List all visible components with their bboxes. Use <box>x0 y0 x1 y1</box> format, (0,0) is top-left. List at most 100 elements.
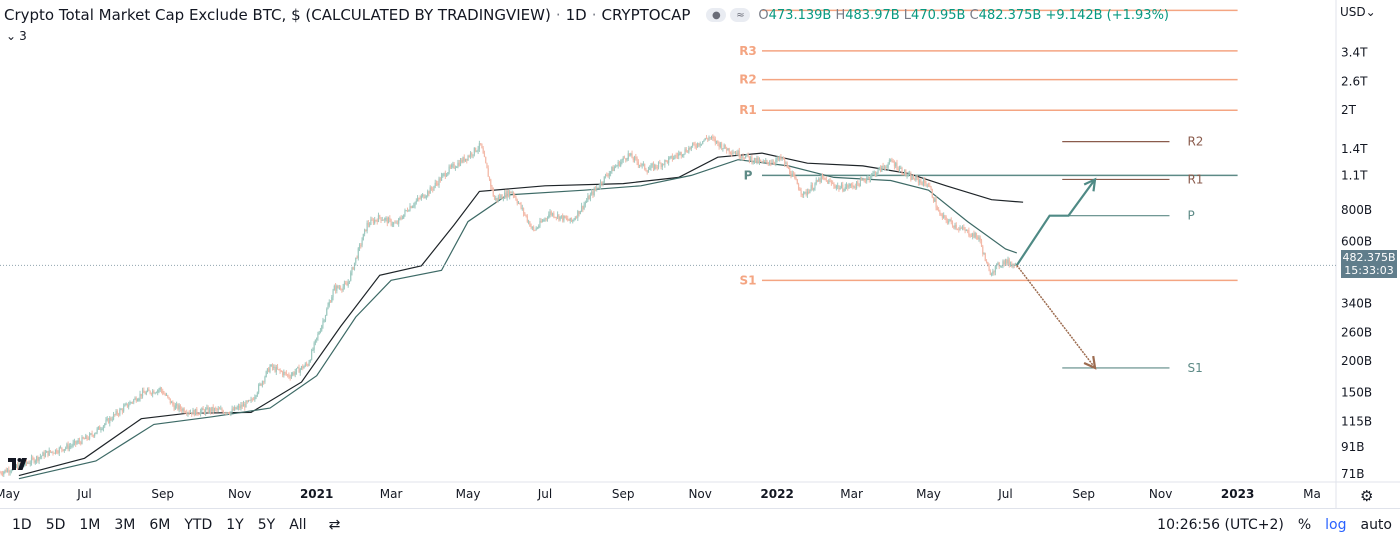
auto-toggle[interactable]: auto <box>1360 517 1392 533</box>
candle-body <box>1009 263 1012 265</box>
candle-body <box>525 214 527 217</box>
candle-body <box>336 285 338 291</box>
candle-body <box>29 462 31 464</box>
candle-body <box>411 206 414 208</box>
candle-body <box>813 188 815 190</box>
candle-body <box>172 401 174 405</box>
candle-body <box>897 169 899 171</box>
candle-body <box>584 202 586 205</box>
candle-body <box>462 157 464 163</box>
candle-body <box>276 366 279 370</box>
candle-body <box>153 390 155 394</box>
candle-body <box>520 203 522 209</box>
candle-body <box>389 218 391 220</box>
candle-body <box>814 183 816 189</box>
compare-icon[interactable]: ⇄ <box>328 517 341 533</box>
timeframe-6m[interactable]: 6M <box>149 517 171 533</box>
candle-body <box>197 413 199 415</box>
candle-body <box>130 402 132 404</box>
candle-body <box>117 414 120 415</box>
candle-body <box>695 146 697 148</box>
candle-body <box>549 211 551 215</box>
candle-body <box>830 181 832 184</box>
candle-body <box>603 176 605 183</box>
candle-body <box>162 390 164 394</box>
candle-body <box>559 216 561 220</box>
clock-time[interactable]: 10:26:56 (UTC+2) <box>1157 517 1284 533</box>
candle-body <box>463 157 465 162</box>
candle-body <box>765 160 767 162</box>
timeframe-1y[interactable]: 1Y <box>226 517 244 533</box>
price-chart[interactable]: 3.4T 2.6T 2T 1.4T 1.1T 800B 600B 340B 260B 200B 15… <box>0 0 1400 508</box>
candle-body <box>809 189 811 194</box>
candle-body <box>295 368 298 372</box>
candle-body <box>806 191 809 195</box>
candle-body <box>467 155 469 161</box>
candle-body <box>694 144 696 147</box>
candle-body <box>86 435 88 439</box>
candle-body <box>498 196 501 199</box>
candle-body <box>147 389 149 392</box>
candle-body <box>242 403 245 407</box>
timeframe-5y[interactable]: 5Y <box>257 517 276 533</box>
candle-body <box>534 230 536 231</box>
candle-body <box>722 148 724 150</box>
percent-toggle[interactable]: % <box>1297 517 1312 533</box>
candle-body <box>609 171 612 174</box>
currency-selector[interactable]: USD⌄ <box>1340 5 1376 19</box>
candle-body <box>152 390 154 395</box>
candle-body <box>652 164 655 170</box>
candle-body <box>616 165 618 167</box>
candle-body <box>415 200 417 203</box>
candle-body <box>275 366 277 372</box>
tradingview-logo-icon[interactable] <box>8 456 32 470</box>
candle-body <box>771 161 773 164</box>
symbol-title[interactable]: Crypto Total Market Cap Exclude BTC, $ (… <box>4 6 551 24</box>
candle-body <box>739 156 742 158</box>
timeframe-all[interactable]: All <box>289 517 307 533</box>
timeframe-3m[interactable]: 3M <box>114 517 136 533</box>
candle-body <box>332 290 334 298</box>
indicators-toggle[interactable]: ⌄ 3 <box>6 28 34 44</box>
candle-body <box>307 364 309 366</box>
candle-body <box>87 438 89 440</box>
candle-body <box>879 167 882 172</box>
candle-body <box>279 369 281 372</box>
candle-body <box>1002 261 1004 266</box>
candle-body <box>714 138 716 143</box>
candle-body <box>954 224 956 228</box>
timeframe-5d[interactable]: 5D <box>45 517 66 533</box>
candle-body <box>835 186 838 188</box>
candle-body <box>206 407 208 409</box>
candle-body <box>509 191 511 197</box>
candle-body <box>68 446 70 450</box>
candle-body <box>123 406 125 412</box>
candle-body <box>81 437 83 444</box>
candle-body <box>240 404 242 409</box>
candle-body <box>829 180 831 182</box>
interval[interactable]: 1D <box>565 6 587 24</box>
candle-body <box>135 397 137 402</box>
candle-body <box>517 203 520 204</box>
candle-body <box>883 166 885 168</box>
candle-body <box>496 198 498 201</box>
candle-body <box>110 417 112 420</box>
candle-body <box>640 165 642 166</box>
candle-body <box>731 152 733 154</box>
timeframe-1m[interactable]: 1M <box>79 517 101 533</box>
candle-body <box>975 232 978 237</box>
candle-body <box>263 381 265 383</box>
candle-body <box>973 233 975 238</box>
candle-body <box>911 175 913 180</box>
pivot-label-r2: R2 <box>739 73 757 87</box>
log-toggle[interactable]: log <box>1325 517 1347 533</box>
timeframe-ytd[interactable]: YTD <box>184 517 213 533</box>
candle-body <box>965 230 967 231</box>
candle-body <box>116 411 118 415</box>
candle-body <box>235 407 237 410</box>
gear-icon[interactable]: ⚙ <box>1360 487 1374 505</box>
timeframe-1d[interactable]: 1D <box>12 517 32 533</box>
candle-body <box>419 198 421 200</box>
projected-pivot-label-s1: S1 <box>1187 361 1202 375</box>
candle-body <box>527 221 530 223</box>
